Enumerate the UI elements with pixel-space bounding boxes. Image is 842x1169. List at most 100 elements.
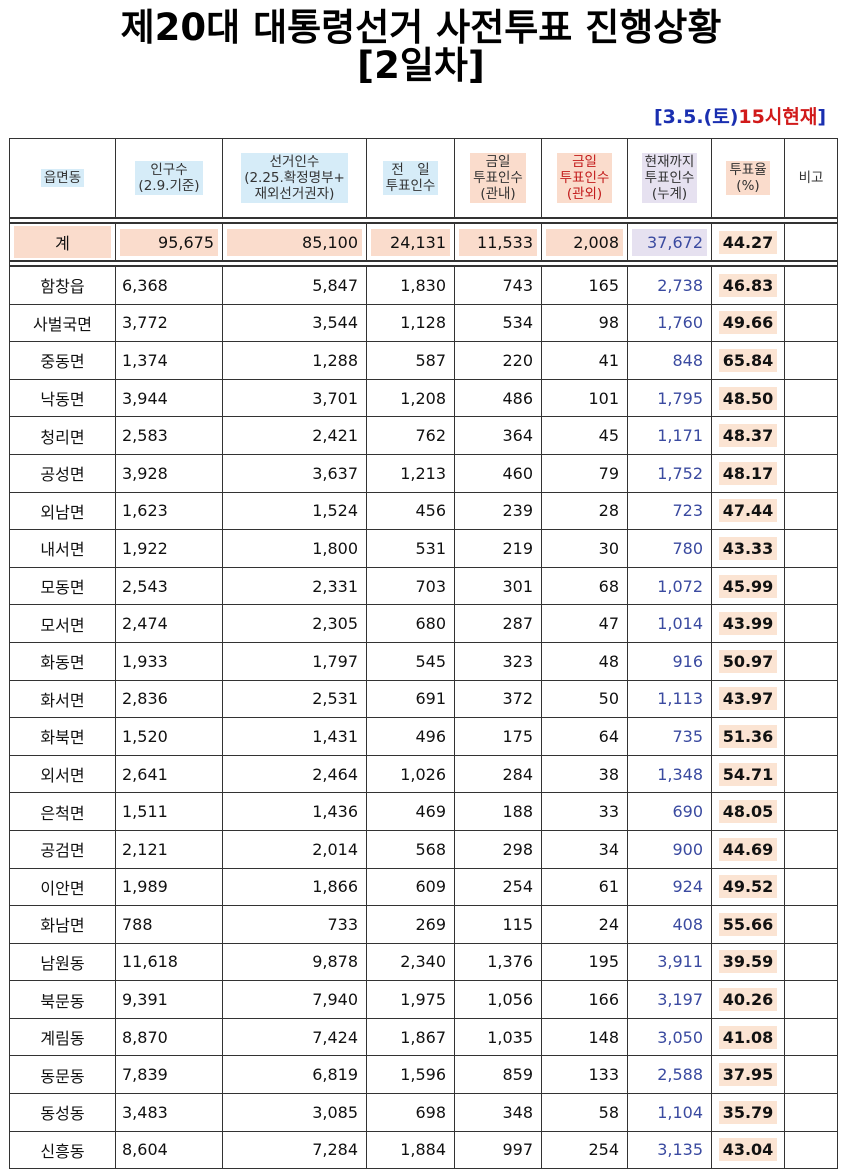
cell-electors: 2,531: [222, 679, 367, 719]
cell-prev-day-votes: 545: [366, 641, 455, 681]
turnout-rate-value: 54.71: [718, 762, 778, 786]
cell-today-out-votes: 101: [541, 378, 628, 418]
table-row: 화남면 788 733 269 115 24 408 55.66: [9, 905, 838, 944]
page-title: 제20대 대통령선거 사전투표 진행상황: [120, 6, 722, 49]
table-row: 남원동 11,618 9,878 2,340 1,376 195 3,911 39.59: [9, 942, 838, 982]
cell-region-name: 함창읍: [9, 265, 116, 305]
cell-prev-day-votes: 680: [366, 604, 455, 643]
cell-today-in-votes: 859: [454, 1055, 542, 1095]
cell-prev-day-votes: 587: [366, 341, 455, 380]
cell-electors: 2,464: [222, 754, 367, 794]
cell-region-name: 화서면: [9, 679, 116, 719]
turnout-rate-value: 41.08: [718, 1025, 778, 1049]
header-rate: 투표율 (%): [711, 138, 785, 219]
turnout-rate-value: 44.69: [718, 837, 778, 861]
cell-today-in-votes: 115: [454, 905, 542, 944]
cell-today-out-votes: 165: [541, 265, 628, 305]
turnout-rate-value: 39.59: [718, 950, 778, 974]
cell-prev-day-votes: 1,213: [366, 453, 455, 493]
cell-population: 1,989: [115, 867, 223, 907]
cell-population: 3,944: [115, 378, 223, 418]
table-row: 모동면 2,543 2,331 703 301 68 1,072 45.99: [9, 566, 838, 606]
cell-turnout-rate: 37.95: [711, 1055, 785, 1095]
cell-prev-day-votes: 691: [366, 679, 455, 719]
cell-today-in-votes: 219: [454, 529, 542, 568]
cell-region-name: 북문동: [9, 980, 116, 1019]
cell-cumulative-votes: 2,738: [627, 265, 712, 305]
cell-prev-day-votes: 698: [366, 1093, 455, 1132]
cell-prev-day-votes: 1,596: [366, 1055, 455, 1095]
cell-note: [784, 1130, 838, 1169]
cell-today-in-votes: 460: [454, 453, 542, 493]
cell-cumulative-votes: 1,348: [627, 754, 712, 794]
header-prev-day: 전 일 투표인수: [366, 138, 455, 219]
cell-today-out-votes: 34: [541, 829, 628, 869]
table-row: 내서면 1,922 1,800 531 219 30 780 43.33: [9, 529, 838, 568]
cell-today-out-votes: 28: [541, 491, 628, 531]
cell-electors: 5,847: [222, 265, 367, 305]
cell-cumulative-votes: 924: [627, 867, 712, 907]
cell-cumulative-votes: 1,104: [627, 1093, 712, 1132]
total-note: [784, 222, 838, 262]
cell-region-name: 이안면: [9, 867, 116, 907]
cell-region-name: 모동면: [9, 566, 116, 606]
cell-turnout-rate: 43.97: [711, 679, 785, 719]
cell-electors: 1,288: [222, 341, 367, 380]
cell-turnout-rate: 48.05: [711, 792, 785, 831]
cell-population: 1,623: [115, 491, 223, 531]
cell-cumulative-votes: 1,760: [627, 303, 712, 343]
cell-today-out-votes: 45: [541, 416, 628, 455]
cell-today-in-votes: 743: [454, 265, 542, 305]
cell-region-name: 신흥동: [9, 1130, 116, 1169]
cell-prev-day-votes: 1,975: [366, 980, 455, 1019]
cell-turnout-rate: 48.37: [711, 416, 785, 455]
cell-today-out-votes: 133: [541, 1055, 628, 1095]
table-row: 화북면 1,520 1,431 496 175 64 735 51.36: [9, 717, 838, 756]
total-electors: 85,100: [227, 228, 362, 256]
cell-electors: 3,637: [222, 453, 367, 493]
cell-turnout-rate: 44.69: [711, 829, 785, 869]
total-prev-day-cell: 24,131: [366, 222, 455, 262]
turnout-rate-value: 48.37: [718, 424, 778, 448]
cell-note: [784, 566, 838, 606]
cell-population: 2,543: [115, 566, 223, 606]
timestamp-bracket: ]: [817, 106, 826, 128]
cell-cumulative-votes: 1,171: [627, 416, 712, 455]
cell-today-out-votes: 41: [541, 341, 628, 380]
cell-population: 2,583: [115, 416, 223, 455]
cell-prev-day-votes: 1,128: [366, 303, 455, 343]
cell-today-in-votes: 301: [454, 566, 542, 606]
cell-today-in-votes: 1,035: [454, 1017, 542, 1057]
cell-electors: 1,866: [222, 867, 367, 907]
cell-cumulative-votes: 1,113: [627, 679, 712, 719]
cell-prev-day-votes: 1,867: [366, 1017, 455, 1057]
cell-cumulative-votes: 3,135: [627, 1130, 712, 1169]
turnout-rate-value: 48.50: [718, 386, 778, 410]
cell-today-out-votes: 64: [541, 717, 628, 756]
cell-note: [784, 1017, 838, 1057]
timestamp-label: [3.5.(토)15시현재]: [654, 102, 826, 129]
cell-prev-day-votes: 531: [366, 529, 455, 568]
cell-turnout-rate: 45.99: [711, 566, 785, 606]
turnout-rate-value: 47.44: [718, 499, 778, 523]
cell-region-name: 공성면: [9, 453, 116, 493]
cell-prev-day-votes: 1,884: [366, 1130, 455, 1169]
cell-note: [784, 792, 838, 831]
cell-cumulative-votes: 690: [627, 792, 712, 831]
cell-today-out-votes: 148: [541, 1017, 628, 1057]
cell-electors: 7,284: [222, 1130, 367, 1169]
total-rate: 44.27: [718, 230, 778, 254]
cell-today-in-votes: 188: [454, 792, 542, 831]
cell-electors: 3,544: [222, 303, 367, 343]
cell-electors: 733: [222, 905, 367, 944]
cell-cumulative-votes: 1,014: [627, 604, 712, 643]
cell-population: 2,836: [115, 679, 223, 719]
turnout-rate-value: 48.17: [718, 461, 778, 485]
total-label: 계: [14, 226, 111, 258]
cell-today-out-votes: 166: [541, 980, 628, 1019]
turnout-rate-value: 46.83: [718, 273, 778, 297]
cell-note: [784, 867, 838, 907]
cell-today-out-votes: 195: [541, 942, 628, 982]
cell-today-in-votes: 323: [454, 641, 542, 681]
table-row: 사벌국면 3,772 3,544 1,128 534 98 1,760 49.66: [9, 303, 838, 343]
